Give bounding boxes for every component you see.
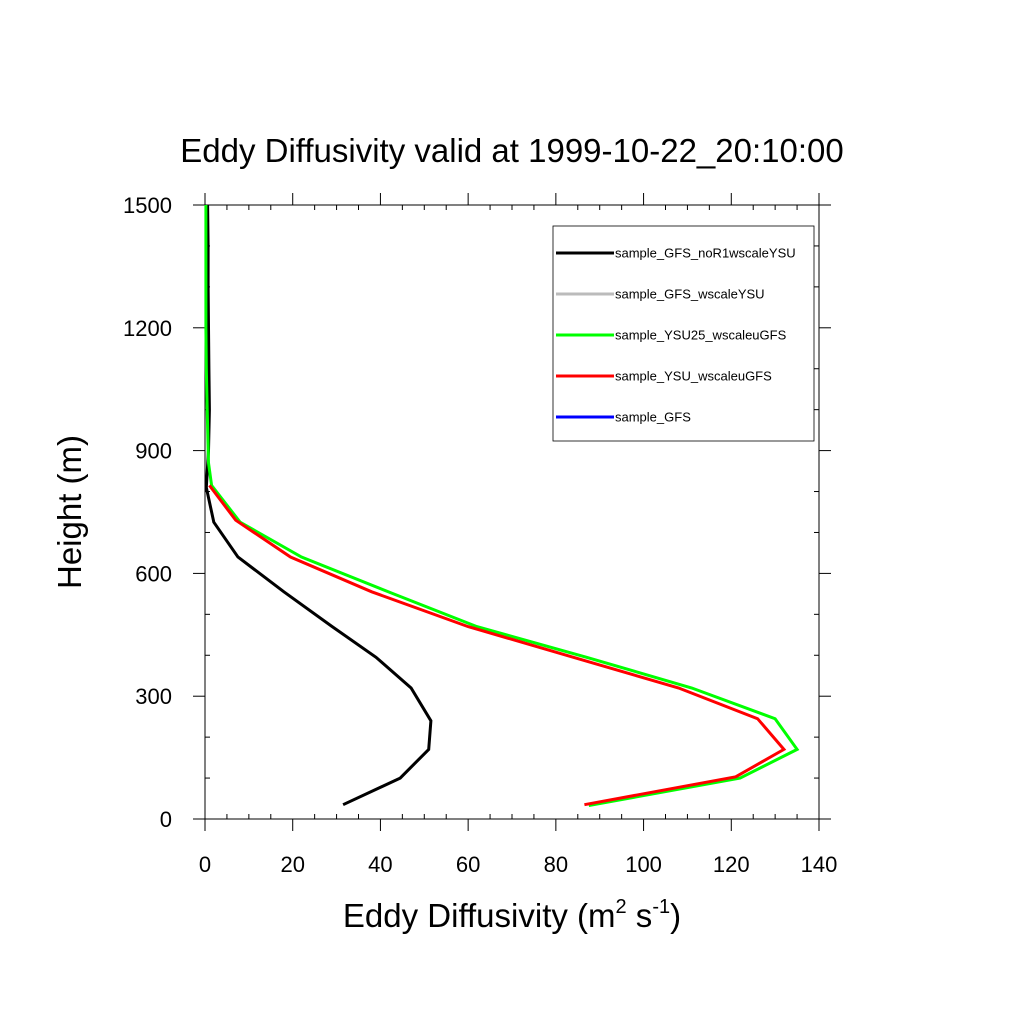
legend-items: sample_GFS_noR1wscaleYSU sample_GFS_wscal… [556,246,796,425]
x-tick-label: 40 [368,852,392,877]
major-ticks [193,193,831,831]
y-tick-label: 600 [135,561,172,586]
x-tick-label: 100 [625,852,662,877]
y-tick-label: 0 [160,807,172,832]
legend-label: sample_GFS [615,410,691,425]
chart-title: Eddy Diffusivity valid at 1999-10-22_20:… [180,132,843,169]
y-tick-label: 900 [135,439,172,464]
x-tick-label: 0 [199,852,211,877]
y-tick-label: 300 [135,684,172,709]
legend-label: sample_GFS_noR1wscaleYSU [615,246,796,261]
y-tick-labels: 0 300 600 900 1200 1500 [123,193,172,832]
x-tick-label: 20 [280,852,304,877]
x-axis-label-mid: s [627,897,653,934]
y-tick-label: 1500 [123,193,172,218]
x-axis-label-end: ) [670,897,681,934]
series-line [204,205,800,807]
x-tick-label: 80 [544,852,568,877]
series-lines [204,204,800,807]
legend-label: sample_YSU25_wscaleuGFS [615,328,787,343]
x-axis-label-sup-2: 2 [616,896,627,918]
series-line [204,204,433,807]
x-axis-label: Eddy Diffusivity (m2 s-1) [343,896,681,934]
legend: sample_GFS_noR1wscaleYSU sample_GFS_wscal… [552,225,815,442]
legend-label: sample_GFS_wscaleYSU [615,287,765,302]
y-tick-label: 1200 [123,316,172,341]
y-axis-label: Height (m) [51,435,88,589]
legend-label: sample_YSU_wscaleuGFS [615,369,772,384]
x-tick-labels: 0 20 40 60 80 100 120 140 [199,852,837,877]
x-tick-label: 120 [713,852,750,877]
x-axis-label-main: Eddy Diffusivity (m [343,897,616,934]
x-tick-label: 140 [801,852,838,877]
series-line [208,484,787,807]
x-tick-label: 60 [456,852,480,877]
x-axis-label-sup-minus1: -1 [652,896,670,918]
